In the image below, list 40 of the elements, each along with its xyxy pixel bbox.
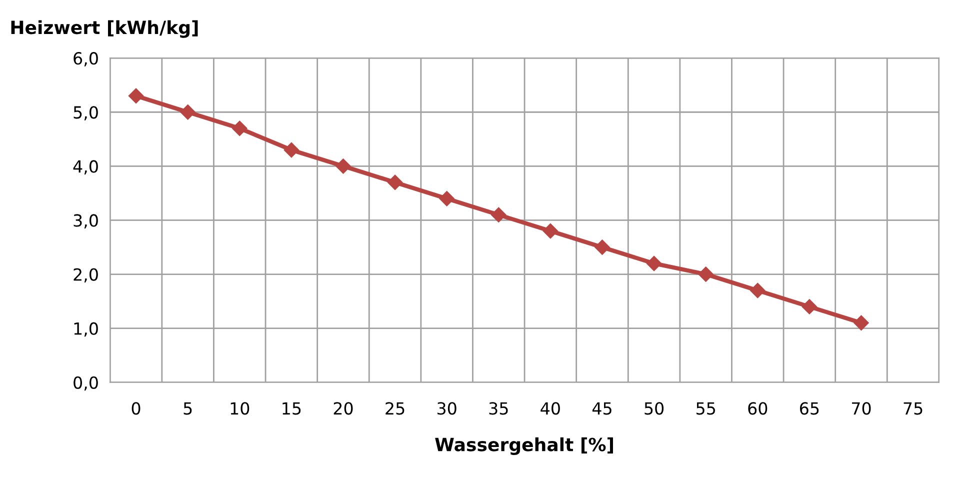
point bbox=[387, 174, 403, 190]
point bbox=[802, 299, 818, 314]
y-tick-label: 3,0 bbox=[74, 214, 98, 228]
x-axis-title: Wassergehalt [%] bbox=[435, 437, 613, 455]
x-tick-label: 60 bbox=[748, 402, 768, 415]
point bbox=[336, 158, 351, 174]
y-tick-label: 1,0 bbox=[74, 322, 98, 337]
x-tick-label: 50 bbox=[644, 402, 664, 415]
point bbox=[180, 104, 196, 120]
point bbox=[232, 120, 248, 136]
y-tick-label: 2,0 bbox=[74, 268, 98, 283]
point bbox=[439, 191, 454, 206]
point bbox=[646, 256, 662, 272]
point bbox=[284, 142, 299, 158]
y-tick-label: 6,0 bbox=[74, 52, 98, 66]
x-tick-label: 55 bbox=[696, 402, 715, 415]
x-tick-label: 5 bbox=[184, 402, 192, 415]
point bbox=[854, 315, 869, 330]
point bbox=[698, 266, 714, 282]
x-tick-label: 10 bbox=[230, 402, 250, 415]
x-tick-label: 15 bbox=[282, 402, 301, 415]
y-axis-title: Heizwert [kWh/kg] bbox=[11, 20, 198, 38]
point bbox=[491, 207, 506, 222]
x-tick-label: 40 bbox=[540, 402, 560, 415]
y-tick-label: 0,0 bbox=[74, 376, 98, 391]
point bbox=[128, 88, 144, 104]
x-tick-label: 65 bbox=[800, 402, 819, 415]
x-tick-label: 0 bbox=[132, 402, 140, 415]
y-tick-label: 5,0 bbox=[74, 106, 98, 120]
point bbox=[542, 223, 558, 239]
x-tick-label: 70 bbox=[852, 402, 871, 415]
x-tick-label: 25 bbox=[386, 402, 404, 415]
point bbox=[750, 282, 766, 298]
x-tick-label: 30 bbox=[438, 402, 456, 415]
x-tick-label: 75 bbox=[904, 402, 922, 415]
x-tick-label: 35 bbox=[489, 402, 508, 415]
x-tick-label: 20 bbox=[334, 402, 353, 415]
x-tick-label: 45 bbox=[592, 402, 612, 415]
y-tick-label: 4,0 bbox=[73, 160, 98, 174]
point bbox=[594, 240, 610, 255]
